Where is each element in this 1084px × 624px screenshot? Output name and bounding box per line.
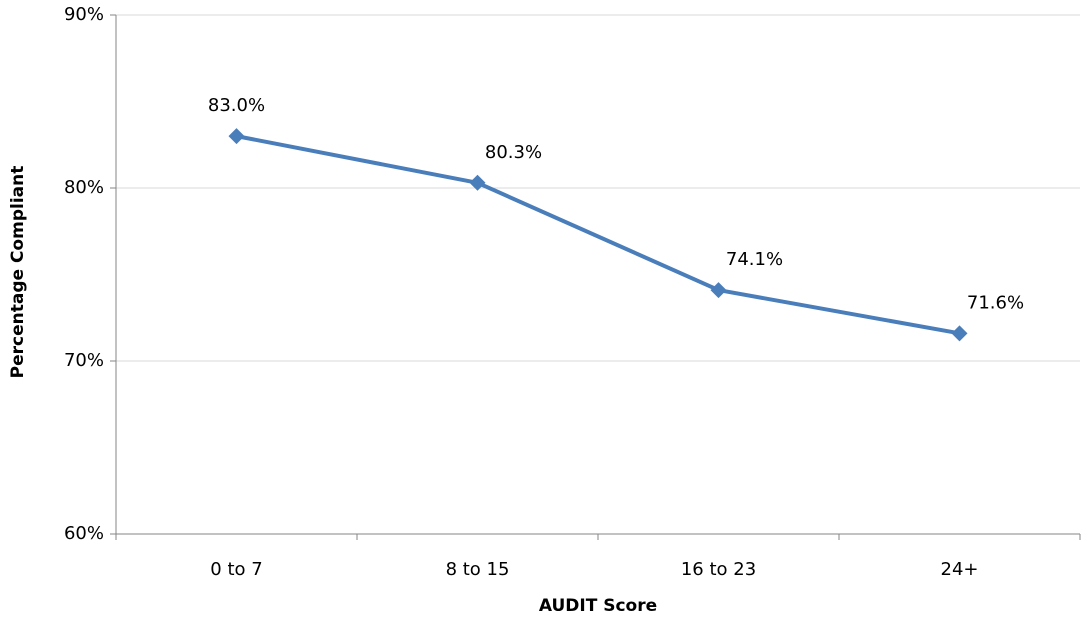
data-label: 80.3%: [485, 142, 542, 163]
marker: [228, 128, 245, 145]
data-label: 74.1%: [726, 249, 783, 270]
y-tick-label: 80%: [64, 177, 104, 198]
y-tick-label: 90%: [64, 4, 104, 25]
marker: [951, 325, 968, 342]
x-tick-label: 24+: [941, 559, 979, 580]
x-tick-label: 16 to 23: [681, 559, 756, 580]
marker: [710, 282, 727, 299]
y-tick-label: 60%: [64, 523, 104, 544]
data-label: 83.0%: [208, 95, 265, 116]
y-tick-label: 70%: [64, 350, 104, 371]
x-tick-label: 8 to 15: [446, 559, 510, 580]
y-axis-title: Percentage Compliant: [8, 166, 28, 379]
data-label: 71.6%: [967, 292, 1024, 313]
marker: [469, 174, 486, 191]
x-tick-label: 0 to 7: [210, 559, 262, 580]
x-axis-title: AUDIT Score: [539, 596, 657, 616]
line: [236, 134, 960, 336]
